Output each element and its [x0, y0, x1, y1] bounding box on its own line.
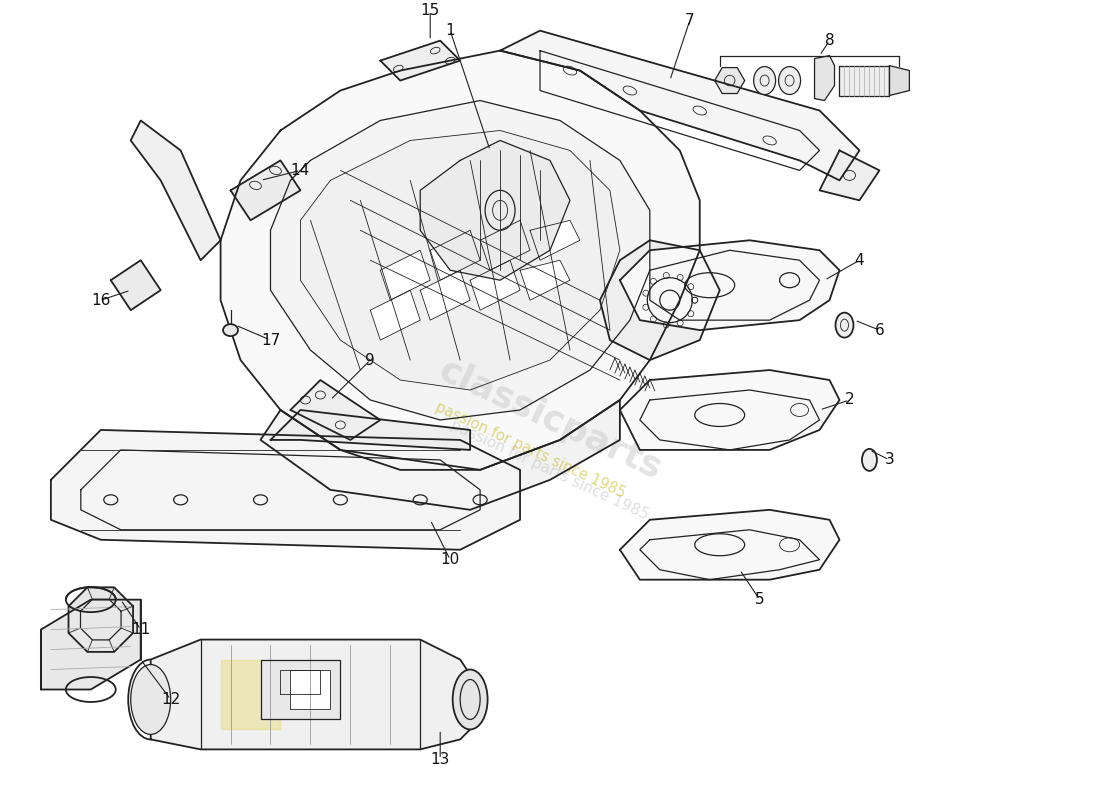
Ellipse shape [754, 66, 776, 94]
Text: 16: 16 [91, 293, 110, 308]
Text: 10: 10 [440, 552, 460, 567]
Text: 8: 8 [825, 33, 834, 48]
Polygon shape [890, 66, 910, 95]
Text: 9: 9 [365, 353, 375, 367]
Polygon shape [420, 270, 470, 320]
Polygon shape [261, 659, 340, 719]
Polygon shape [381, 41, 460, 81]
Polygon shape [221, 50, 700, 470]
Polygon shape [500, 30, 859, 180]
Polygon shape [131, 121, 221, 260]
Polygon shape [68, 587, 133, 652]
Ellipse shape [836, 313, 854, 338]
Text: 17: 17 [261, 333, 280, 348]
Polygon shape [271, 410, 470, 450]
Polygon shape [620, 240, 839, 330]
Polygon shape [814, 55, 835, 101]
Text: 1: 1 [446, 23, 455, 38]
Text: 15: 15 [420, 3, 440, 18]
Text: 4: 4 [855, 253, 865, 268]
Polygon shape [51, 430, 520, 550]
Text: 3: 3 [884, 452, 894, 467]
Polygon shape [261, 400, 620, 510]
Polygon shape [470, 260, 520, 310]
Polygon shape [620, 370, 839, 450]
Polygon shape [290, 670, 330, 710]
Polygon shape [430, 230, 480, 280]
Polygon shape [839, 66, 890, 95]
Text: 11: 11 [131, 622, 151, 637]
Polygon shape [221, 659, 280, 730]
Text: classicparts: classicparts [433, 354, 667, 486]
Polygon shape [371, 290, 420, 340]
Polygon shape [151, 639, 480, 750]
Polygon shape [420, 141, 570, 280]
Text: 14: 14 [290, 163, 310, 178]
Text: passion for parts since 1985: passion for parts since 1985 [449, 418, 651, 522]
Polygon shape [520, 260, 570, 300]
Polygon shape [271, 101, 650, 420]
Polygon shape [231, 161, 300, 220]
Ellipse shape [131, 665, 170, 734]
Polygon shape [530, 220, 580, 260]
Polygon shape [820, 150, 879, 200]
Ellipse shape [453, 670, 487, 730]
Ellipse shape [862, 449, 877, 471]
Polygon shape [300, 130, 620, 390]
Text: passion for parts since 1985: passion for parts since 1985 [432, 399, 627, 501]
Polygon shape [111, 260, 161, 310]
Polygon shape [290, 380, 381, 440]
Polygon shape [41, 600, 141, 690]
Polygon shape [715, 67, 745, 94]
Text: 2: 2 [845, 393, 855, 407]
Polygon shape [80, 599, 121, 640]
Text: 13: 13 [430, 752, 450, 767]
Ellipse shape [223, 324, 238, 336]
Polygon shape [381, 250, 430, 300]
Text: 7: 7 [685, 13, 694, 28]
Polygon shape [620, 510, 839, 580]
Polygon shape [480, 220, 530, 270]
Polygon shape [600, 240, 719, 360]
Text: 5: 5 [755, 592, 764, 607]
Text: 12: 12 [161, 692, 180, 707]
Ellipse shape [779, 66, 801, 94]
Text: 6: 6 [874, 322, 884, 338]
